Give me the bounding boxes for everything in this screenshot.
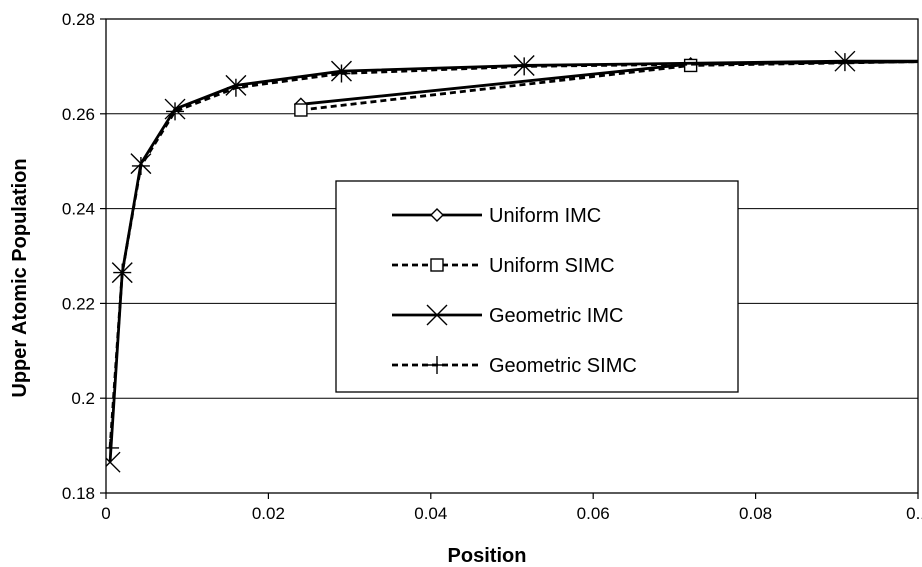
data-point xyxy=(835,53,854,72)
legend-marker xyxy=(426,304,448,326)
x-tick-label: 0.04 xyxy=(414,504,447,523)
series-3 xyxy=(106,53,918,457)
y-axis-title: Upper Atomic Population xyxy=(9,158,31,397)
series-layer xyxy=(106,50,918,473)
y-tick-label: 0.22 xyxy=(62,294,95,313)
legend-item: Uniform IMC xyxy=(392,205,601,227)
data-point xyxy=(106,451,121,473)
y-tick-label: 0.26 xyxy=(62,105,95,124)
data-point xyxy=(332,64,351,83)
x-tick-label: 0.08 xyxy=(739,504,772,523)
y-tick-label: 0.18 xyxy=(62,484,95,503)
data-point xyxy=(294,103,308,117)
plot-area-frame xyxy=(105,18,919,494)
legend-marker xyxy=(430,258,444,272)
legend-item: Geometric IMC xyxy=(392,304,623,327)
y-tick-label: 0.28 xyxy=(62,10,95,29)
x-tick-label: 0.02 xyxy=(252,504,285,523)
legend-label: Geometric IMC xyxy=(489,305,623,327)
data-point xyxy=(515,57,534,76)
y-axis-ticks: 0.18 0.2 0.22 0.24 0.26 0.28 xyxy=(62,10,106,503)
x-tick-label: 0.1 xyxy=(906,504,922,523)
legend-item: Uniform SIMC xyxy=(392,255,615,277)
x-axis-title: Position xyxy=(448,545,527,567)
data-point xyxy=(226,78,245,97)
legend-label: Geometric SIMC xyxy=(489,355,637,377)
data-point xyxy=(113,263,132,282)
x-axis-ticks: 0 0.02 0.04 0.06 0.08 0.1 xyxy=(101,493,922,523)
y-tick-label: 0.2 xyxy=(71,389,95,408)
y-tick-label: 0.24 xyxy=(62,200,95,219)
legend-marker xyxy=(428,356,446,374)
legend-marker xyxy=(430,208,444,222)
legend-label: Uniform SIMC xyxy=(489,255,615,277)
data-point xyxy=(106,438,120,457)
series-1 xyxy=(294,58,918,117)
x-tick-label: 0.06 xyxy=(577,504,610,523)
series-line xyxy=(300,60,918,106)
x-tick-label: 0 xyxy=(101,504,110,523)
legend-label: Uniform IMC xyxy=(489,205,601,227)
legend: Uniform IMC Uniform SIMC Geometric IMC Geom… xyxy=(335,180,739,393)
data-point xyxy=(131,156,150,175)
data-point xyxy=(166,102,185,121)
legend-item: Geometric SIMC xyxy=(392,355,637,377)
